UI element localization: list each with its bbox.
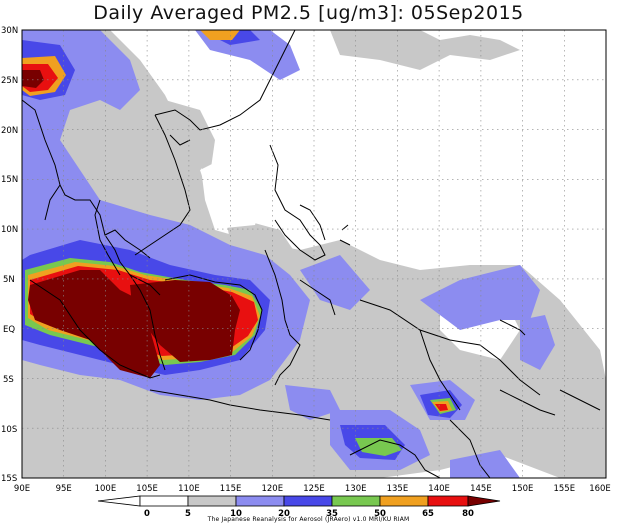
lon-label: 110E [178,484,200,494]
colorbar-swatch [283,495,333,507]
lon-label: 90E [14,484,30,494]
colorbar-label: 10 [230,509,242,519]
colorbar-label: 50 [374,509,386,519]
colorbar-label: 80 [462,509,474,519]
lat-label: 15S [1,474,17,484]
lon-label: 130E [345,484,367,494]
lat-label: 10S [1,425,17,435]
coastlines [22,30,601,478]
lon-label: 125E [303,484,325,494]
lon-label: 115E [220,484,242,494]
lat-label: 25N [1,76,18,86]
lat-label: 5S [3,375,14,385]
lat-labels: 30N 25N 20N 15N 10N 5N EQ 5S 10S 15S [1,26,18,484]
lon-label: 145E [470,484,492,494]
colorbar-swatch [331,495,381,507]
lon-label: 150E [512,484,534,494]
lon-label: 100E [95,484,117,494]
colorbar-label: 65 [422,509,434,519]
lat-label: 5N [3,275,15,285]
colorbar-swatch [379,495,429,507]
lon-label: 135E [387,484,409,494]
map-title: Daily Averaged PM2.5 [ug/m3]: 05Sep2015 [93,2,524,24]
lon-label: 160E [589,484,611,494]
lon-labels: 90E 95E 100E 105E 110E 115E 120E 125E 13… [14,484,611,494]
lat-label: 15N [1,175,18,185]
colorbar-swatch [97,495,141,507]
lon-label: 105E [136,484,158,494]
lat-label: 20N [1,126,18,136]
colorbar-swatch [235,495,285,507]
colorbar-label: 5 [185,509,191,519]
lon-label: 155E [553,484,575,494]
lon-label: 140E [428,484,450,494]
colorbar-label: 35 [326,509,338,519]
lat-label: 30N [1,26,18,36]
lon-label: 95E [56,484,72,494]
colorbar-label: 0 [144,509,150,519]
pm25-field [22,30,606,478]
colorbar-label: 20 [278,509,290,519]
data-credit: The Japanese Reanalysis for Aerosol (JRA… [207,516,410,523]
colorbar-swatch [467,495,501,507]
lat-label: EQ [3,325,15,335]
lat-label: 10N [1,225,18,235]
colorbar-swatch [139,495,189,507]
colorbar-swatch [427,495,469,507]
colorbar: 0 5 10 20 35 50 65 80 [97,495,501,519]
map-frame [21,29,607,479]
lon-label: 120E [261,484,283,494]
colorbar-swatch [187,495,237,507]
